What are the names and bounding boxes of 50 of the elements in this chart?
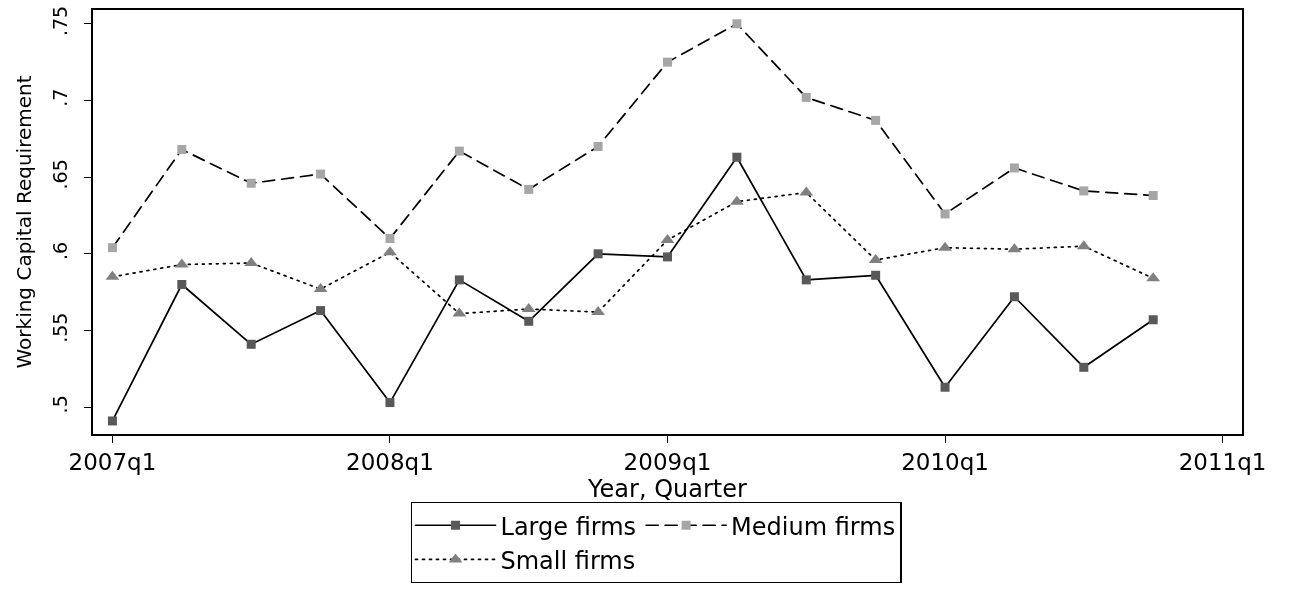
point xyxy=(871,115,881,125)
y-tick-label: .7 xyxy=(48,88,71,107)
point xyxy=(663,57,672,67)
point xyxy=(385,233,395,243)
point xyxy=(938,241,952,251)
point xyxy=(940,382,950,392)
point xyxy=(385,398,395,408)
x-tick-label: 2007q1 xyxy=(68,449,157,476)
x-tick-label: 2010q1 xyxy=(901,449,989,476)
point xyxy=(732,19,742,29)
point xyxy=(177,145,187,155)
y-tick-label: .55 xyxy=(48,312,71,343)
x-tick-label: 2011q1 xyxy=(1178,449,1267,476)
point xyxy=(316,306,326,316)
point xyxy=(1009,163,1019,173)
point xyxy=(801,92,811,102)
point xyxy=(383,246,397,256)
x-tick-label: 2009q1 xyxy=(623,449,712,476)
point xyxy=(593,141,603,151)
point xyxy=(246,339,256,349)
point xyxy=(1148,191,1158,201)
point xyxy=(107,416,117,426)
point xyxy=(524,316,534,326)
legend-label: Small firms xyxy=(500,546,636,575)
point xyxy=(454,275,464,285)
point xyxy=(246,178,256,188)
y-tick-label: .75 xyxy=(48,5,71,37)
point xyxy=(732,152,742,162)
point xyxy=(1148,315,1158,325)
point xyxy=(524,184,534,194)
x-tick-label: 2008q1 xyxy=(346,449,434,476)
legend-label: Large firms xyxy=(500,512,637,541)
y-tick-label: .5 xyxy=(48,395,71,414)
x-axis-title: Year, Quarter xyxy=(587,475,748,504)
point xyxy=(801,275,811,285)
point xyxy=(454,146,464,156)
legend-label: Medium firms xyxy=(731,512,896,541)
y-tick-label: .6 xyxy=(48,241,71,261)
point xyxy=(1079,362,1089,372)
y-axis-title: Working Capital Requirement xyxy=(11,75,36,369)
point xyxy=(107,243,117,253)
point xyxy=(593,249,603,259)
point xyxy=(316,169,326,179)
point xyxy=(1079,186,1089,196)
point xyxy=(663,252,672,262)
y-tick-label: .65 xyxy=(48,159,71,190)
point xyxy=(177,279,187,289)
point xyxy=(1009,292,1019,302)
point xyxy=(871,270,881,280)
point xyxy=(940,209,950,219)
